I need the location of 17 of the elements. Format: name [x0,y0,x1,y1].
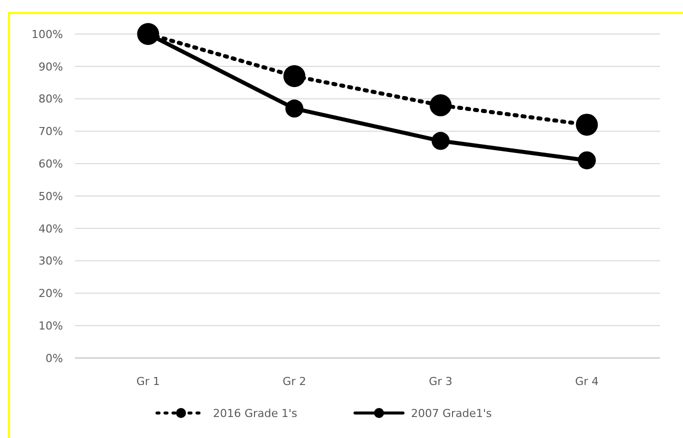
y-tick-label: 50% [38,190,63,203]
x-tick-label: Gr 2 [282,375,306,388]
x-tick-label: Gr 3 [428,375,452,388]
y-tick-label: 70% [38,125,63,138]
legend-label: 2016 Grade 1's [213,406,298,420]
y-tick-label: 30% [38,254,63,268]
legend-label: 2007 Grade1's [411,406,492,420]
y-tick-label: 20% [38,287,63,300]
y-tick-label: 10% [38,319,63,332]
y-tick-label: 90% [38,60,63,74]
y-tick-label: 80% [38,92,63,106]
y-tick-label: 0% [46,352,63,365]
y-tick-label: 60% [38,157,63,170]
x-tick-label: Gr 1 [136,375,160,388]
x-tick-label: Gr 4 [575,375,599,388]
y-tick-label: 100% [32,28,63,41]
y-tick-label: 40% [38,222,63,236]
